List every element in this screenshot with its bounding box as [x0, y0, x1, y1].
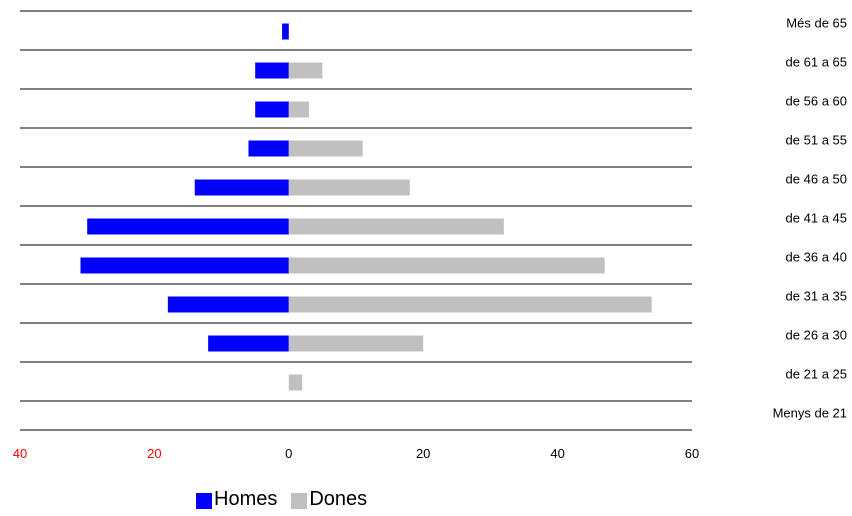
bar-homes [208, 335, 289, 352]
bar-homes [282, 23, 289, 40]
category-label: de 36 a 40 [786, 250, 847, 265]
legend-item-dones: Dones [291, 488, 367, 511]
legend-label-homes: Homes [214, 488, 278, 510]
bars [80, 23, 652, 391]
legend-swatch-dones [291, 493, 308, 509]
bar-dones [288, 374, 303, 391]
legend-label-dones: Dones [309, 488, 368, 510]
x-tick-label: 20 [416, 446, 430, 461]
bar-homes [167, 296, 289, 313]
bar-dones [288, 62, 323, 79]
category-label: de 21 a 25 [786, 367, 847, 382]
category-label: de 56 a 60 [786, 94, 847, 109]
x-tick-label: 20 [147, 446, 161, 461]
x-tick-label: 0 [285, 446, 292, 461]
category-label: de 61 a 65 [786, 55, 847, 70]
bar-dones [288, 179, 410, 196]
bar-homes [255, 62, 289, 79]
category-label: de 26 a 30 [786, 328, 847, 343]
x-tick-label: 60 [685, 446, 699, 461]
grid-lines [20, 10, 692, 431]
category-label: de 41 a 45 [786, 211, 847, 226]
x-tick-label: 40 [550, 446, 564, 461]
category-label: de 51 a 55 [786, 133, 847, 148]
legend-item-homes: Homes [196, 488, 277, 511]
bar-dones [288, 101, 309, 118]
category-label: Més de 65 [786, 16, 847, 31]
category-label: de 31 a 35 [786, 289, 847, 304]
bar-dones [288, 257, 605, 274]
bar-homes [248, 140, 289, 157]
legend: Homes Dones [196, 488, 381, 511]
bar-homes [80, 257, 289, 274]
x-tick-label: 40 [13, 446, 27, 461]
bar-dones [288, 335, 424, 352]
x-axis-tick-labels: 40 20 0 20 40 60 [13, 446, 699, 461]
bar-homes [87, 218, 289, 235]
bar-dones [288, 140, 363, 157]
legend-swatch-homes [196, 493, 212, 509]
bar-dones [288, 296, 652, 313]
category-labels: Més de 65 de 61 a 65 de 56 a 60 de 51 a 55 d… [773, 16, 847, 421]
category-label: Menys de 21 [773, 406, 847, 421]
bar-homes [194, 179, 289, 196]
bar-homes [255, 101, 289, 118]
category-label: de 46 a 50 [786, 172, 847, 187]
bar-dones [288, 218, 504, 235]
